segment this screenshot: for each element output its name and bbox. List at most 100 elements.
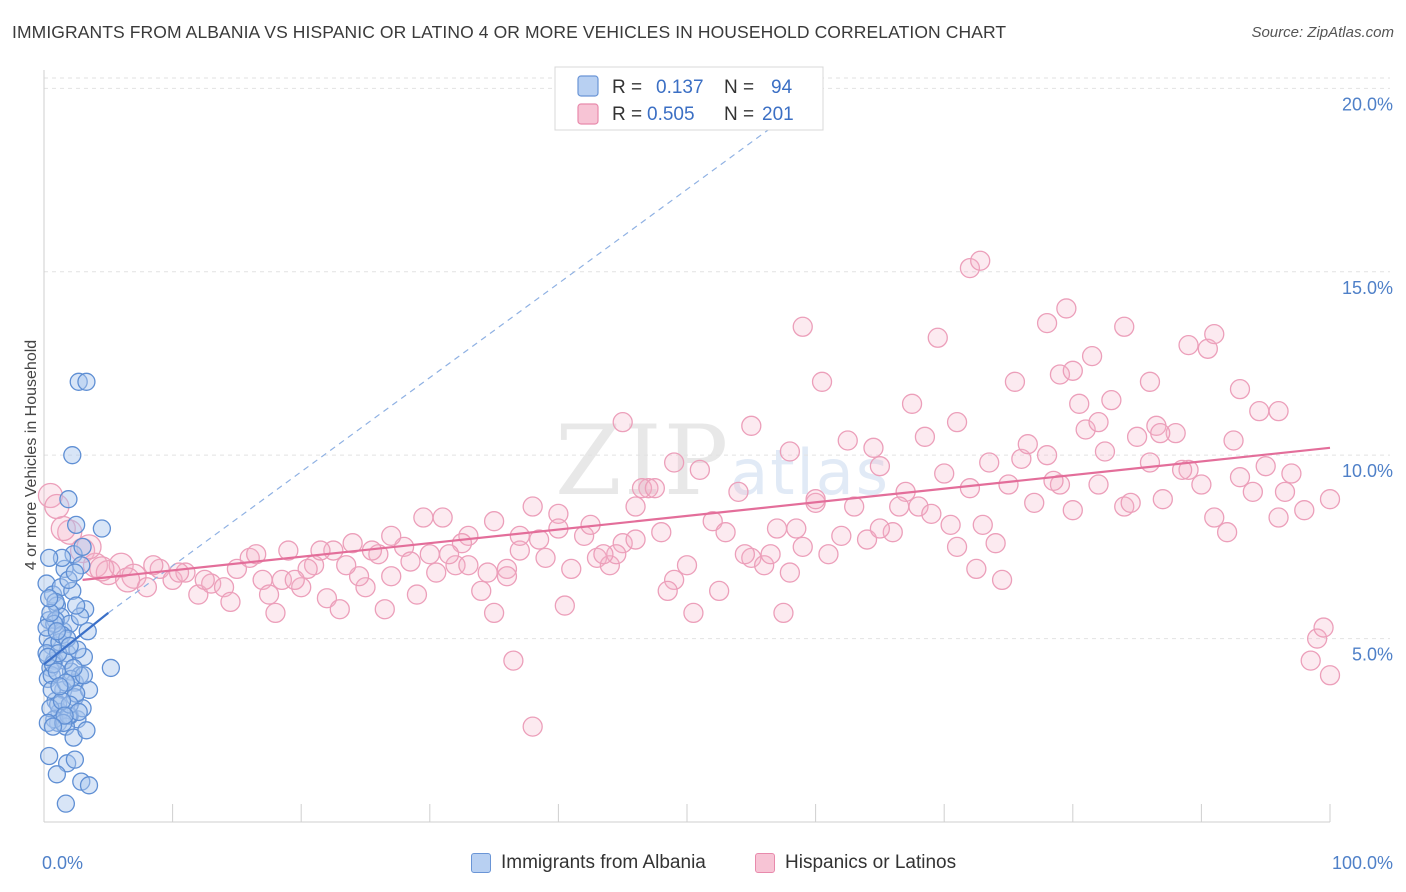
point-hispanics-176: [869, 518, 891, 539]
y-tick-label-1: 10.0%: [1342, 461, 1393, 481]
point-albania-93: [47, 622, 67, 641]
point-albania-85: [50, 677, 69, 696]
tick-labels: 5.0% 10.0% 15.0% 20.0% 0.0% 100.0%: [42, 94, 1393, 873]
point-albania-90: [59, 570, 78, 590]
point-hispanics-127: [709, 580, 730, 602]
point-hispanics-193: [438, 544, 460, 565]
point-hispanics-38: [522, 496, 543, 517]
point-hispanics-36: [496, 558, 518, 580]
point-albania-72: [37, 618, 56, 637]
point-hispanics-64: [856, 529, 878, 550]
point-hispanics-88: [1165, 423, 1186, 444]
point-albania-27: [73, 537, 92, 557]
point-hispanics-93: [1229, 467, 1251, 488]
point-hispanics-139: [1017, 434, 1038, 455]
point-hispanics-186: [381, 525, 402, 547]
point-albania-51: [101, 658, 121, 678]
point-hispanics-164: [1229, 378, 1251, 400]
point-hispanics-72: [959, 478, 981, 499]
point-albania-46: [65, 750, 85, 769]
legend-pink-n-label: N =: [724, 104, 754, 125]
point-albania-83: [52, 691, 72, 711]
trend-lines: [43, 113, 1331, 666]
point-hispanics-23: [329, 599, 350, 620]
point-hispanics-48: [651, 522, 672, 543]
point-hispanics-175: [979, 452, 1000, 473]
point-hispanics-129: [760, 544, 781, 565]
point-albania-29: [72, 556, 91, 575]
point-albania-28: [52, 548, 72, 568]
point-hispanics-188: [284, 569, 305, 591]
point-hispanics-192: [413, 507, 434, 528]
point-hispanics-160: [1114, 316, 1135, 337]
bottom-legend: Immigrants from Albania Hispanics or Lat…: [0, 852, 1406, 878]
point-hispanics-22: [316, 588, 338, 609]
point-albania-80: [77, 721, 96, 740]
legend-blue-n-label: N =: [724, 77, 754, 98]
point-hispanics-51: [689, 459, 711, 480]
point-hispanics-70: [934, 463, 955, 484]
point-hispanics-141: [1069, 393, 1090, 414]
point-hispanics-87: [1152, 489, 1173, 510]
y-tick-label-0: 5.0%: [1352, 645, 1393, 665]
point-hispanics-82: [1088, 474, 1109, 495]
point-hispanics-44: [599, 555, 620, 576]
point-hispanics-57: [766, 518, 788, 539]
point-hispanics-190: [310, 540, 331, 561]
point-hispanics-24: [342, 533, 363, 554]
point-hispanics-126: [683, 602, 704, 624]
point-hispanics-113: [348, 566, 370, 587]
point-hispanics-197: [625, 529, 646, 550]
point-hispanics-152: [792, 316, 813, 337]
point-hispanics-30: [419, 544, 440, 565]
axes: [43, 70, 1331, 823]
point-hispanics-49: [663, 569, 685, 591]
point-hispanics-106: [168, 562, 190, 583]
point-albania-49: [56, 794, 76, 813]
point-hispanics-168: [522, 716, 543, 737]
point-hispanics-119: [503, 650, 524, 671]
point-albania-0: [37, 574, 56, 593]
point-hispanics-71: [946, 536, 968, 558]
point-hispanics-77: [1024, 492, 1045, 514]
point-hispanics-167: [1319, 665, 1341, 686]
point-albania-82: [70, 607, 90, 626]
bottom-legend-albania-swatch: [471, 853, 491, 873]
point-albania-26: [67, 515, 86, 535]
point-albania-65: [39, 548, 59, 568]
point-hispanics-65: [869, 456, 891, 477]
point-hispanics-116: [426, 562, 447, 583]
point-hispanics-41: [561, 558, 582, 580]
point-hispanics-109: [246, 544, 267, 565]
trend-hispanics: [82, 446, 1331, 581]
point-hispanics-78: [1036, 445, 1058, 466]
point-hispanics-121: [554, 595, 575, 616]
point-hispanics-169: [1049, 364, 1071, 385]
point-hispanics-40: [548, 503, 569, 525]
point-hispanics-85: [1126, 426, 1148, 447]
point-albania-48: [79, 776, 99, 795]
point-albania-25: [77, 372, 96, 391]
point-albania-23: [63, 446, 82, 465]
point-hispanics-153: [927, 327, 948, 348]
point-hispanics-104: [114, 567, 141, 593]
point-hispanics-45: [612, 533, 633, 554]
point-hispanics-86: [1139, 452, 1161, 473]
point-hispanics-128: [734, 544, 756, 565]
point-hispanics-180: [612, 412, 633, 433]
point-hispanics-95: [1255, 456, 1276, 477]
point-hispanics-108: [220, 591, 241, 613]
point-hispanics-56: [754, 555, 775, 576]
point-hispanics-31: [432, 507, 453, 528]
legend-pink-n-value: 201: [762, 104, 794, 125]
bottom-legend-hispanics-swatch: [755, 853, 775, 873]
point-hispanics-157: [1036, 312, 1058, 334]
y-tick-label-3: 20.0%: [1342, 94, 1393, 114]
point-albania-92: [39, 589, 59, 608]
y-tick-label-2: 15.0%: [1342, 278, 1393, 298]
point-hispanics-165: [1268, 401, 1289, 422]
chart-source: Source: ZipAtlas.com: [1251, 24, 1394, 41]
point-hispanics-79: [1049, 474, 1071, 495]
point-hispanics-158: [1056, 298, 1077, 319]
bottom-legend-hispanics-label: Hispanics or Latinos: [785, 852, 957, 873]
